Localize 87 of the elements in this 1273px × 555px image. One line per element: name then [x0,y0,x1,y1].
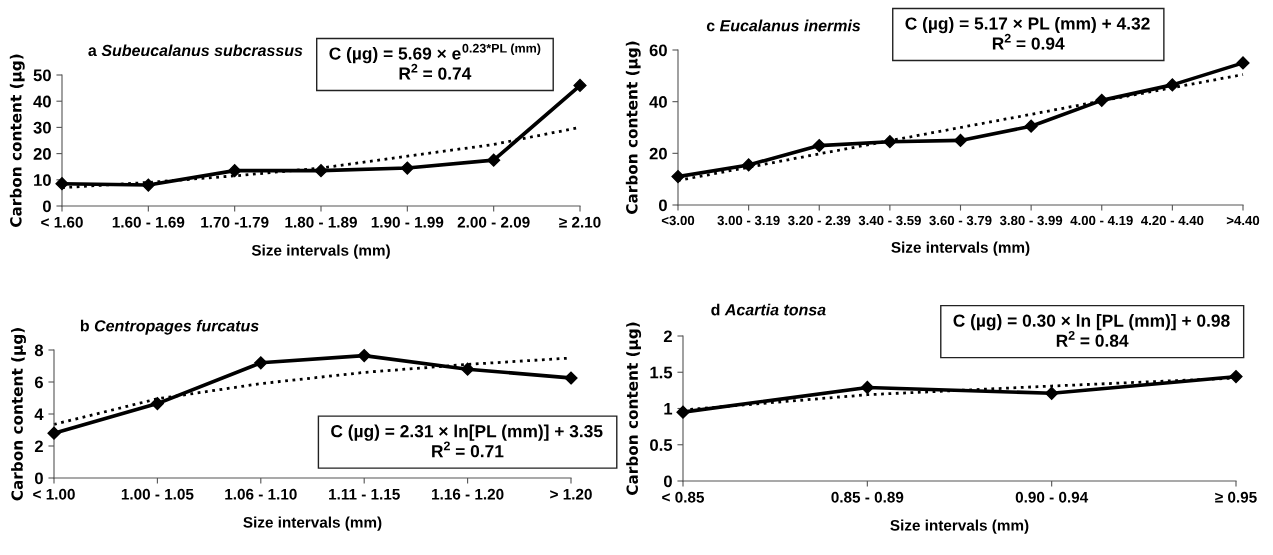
point [742,158,756,172]
y-tick-label: 4 [34,408,44,421]
point [671,169,685,184]
x-tick-label: ≥ 0.95 [1215,491,1257,503]
point [1236,56,1250,70]
y-tick-label: 20 [649,147,667,160]
point [573,78,587,93]
point [564,371,578,385]
x-axis-title: Size intervals (mm) [891,241,1030,256]
y-tick-label: 0 [658,199,667,212]
chart-title: c Eucalanus inermis [706,19,861,32]
x-tick-label: 1.11 - 1.15 [329,488,400,500]
x-tick-label: > 1.20 [550,488,592,500]
point [228,164,242,178]
y-tick-label: 1 [664,403,673,415]
y-tick-label: 30 [33,121,51,134]
point [1045,386,1059,400]
x-tick-label: 1.00 - 1.05 [121,488,194,500]
x-tick-label: 1.80 - 1.89 [285,216,357,228]
point [150,397,164,411]
point [860,380,874,395]
x-axis-title: Size intervals (mm) [243,516,382,531]
y-tick-label: 60 [649,44,667,57]
x-tick-label: 4.20 - 4.40 [1141,215,1204,226]
point [400,161,414,175]
point [953,133,968,148]
x-tick-label: 0.90 - 0.94 [1015,491,1089,503]
x-tick-label: 1.16 - 1.20 [432,488,504,500]
x-tick-label: 4.00 - 4.19 [1070,215,1133,226]
point [1165,78,1179,92]
x-tick-label: < 1.00 [33,488,75,500]
point [461,362,475,376]
x-tick-label: 3.20 - 2.39 [788,215,851,226]
point [487,153,501,167]
y-axis-title: Carbon content (µg) [625,41,641,214]
point [1229,370,1243,384]
y-tick-label: 50 [33,69,51,82]
chart-title: a Subeucalanus subcrassus [88,44,303,57]
y-tick-label: 8 [34,344,44,357]
x-tick-label: 3.40 - 3.59 [858,215,921,226]
y-tick-label: 0 [663,475,672,488]
point [55,177,69,191]
annotation: C (µg) = 2.31 × ln[PL (mm)] + 3.35 [331,424,603,441]
point [883,135,897,149]
x-axis-title: Size intervals (mm) [251,244,390,259]
point [141,178,155,192]
x-tick-label: 1.60 - 1.69 [112,216,185,228]
point [676,405,690,419]
x-tick-label: 1.70 -1.79 [201,216,269,228]
x-tick-label: >4.40 [1226,215,1260,226]
chart-title: b Centropages furcatus [80,319,259,335]
x-tick-label: 3.00 - 3.19 [717,215,780,226]
text: C (µg) = 5.17 × PL (mm) + 4.32 [905,16,1150,34]
y-axis-title: Carbon content (µg) [9,54,25,227]
y-tick-label: 40 [649,96,667,108]
x-tick-label: ≥ 2.10 [559,216,601,228]
x-tick-label: < 0.85 [662,491,705,503]
x-tick-label: 1.06 - 1.10 [225,488,297,500]
point [254,356,268,370]
y-tick-label: 1.5 [650,366,673,379]
y-tick-label: 0 [42,200,51,213]
y-tick-label: 20 [33,148,51,160]
y-tick-label: 2 [34,440,43,453]
point [314,164,328,178]
x-tick-label: 0.85 - 0.89 [831,491,904,503]
x-tick-label: 3.80 - 3.99 [999,215,1063,226]
y-tick-label: 10 [34,174,51,186]
y-tick-label: 6 [34,376,43,389]
x-tick-label: <3.00 [661,215,695,226]
chart-title: d Acartia tonsa [711,303,826,316]
x-tick-label: 2.00 - 2.09 [457,216,530,228]
point [812,138,826,153]
x-tick-label: 1.90 - 1.99 [371,216,444,228]
x-tick-label: < 1.60 [41,216,83,228]
y-tick-label: 2 [663,330,672,343]
x-axis-title: Size intervals (mm) [890,519,1029,534]
point [1095,93,1109,107]
y-tick-label: 0.5 [650,439,673,451]
point [1024,119,1038,133]
y-axis-title: Carbon content (µg) [626,322,642,495]
y-tick-label: 0 [34,472,43,485]
y-tick-label: 40 [33,95,51,108]
x-tick-label: 3.60 - 3.79 [929,215,992,226]
point [357,349,371,363]
y-axis-title: Carbon content (µg) [11,328,26,501]
text: C (µg) = 0.30 × ln [PL (mm)] + 0.98 [953,314,1230,331]
point [47,426,61,440]
